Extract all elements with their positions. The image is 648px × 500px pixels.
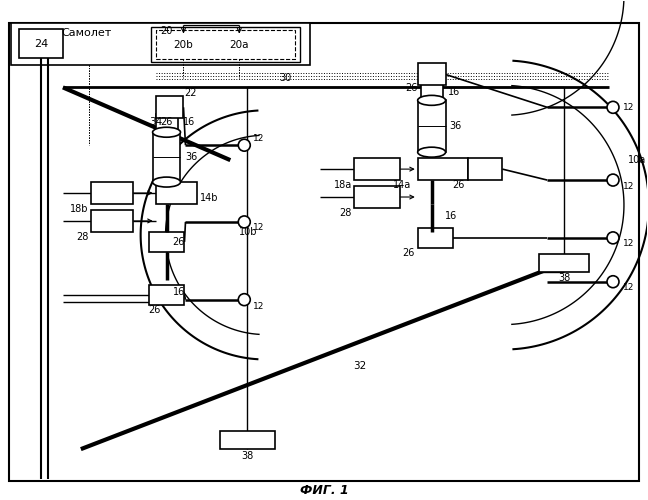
Circle shape	[607, 232, 619, 244]
Text: 12: 12	[623, 240, 634, 248]
Circle shape	[607, 276, 619, 287]
Bar	[91, 210, 133, 232]
Text: 12: 12	[253, 134, 264, 142]
Text: 36: 36	[450, 122, 462, 132]
Bar	[354, 158, 400, 180]
Bar	[150, 26, 300, 63]
Text: 32: 32	[353, 362, 367, 372]
Circle shape	[238, 294, 250, 306]
Text: 16: 16	[183, 118, 195, 128]
Circle shape	[238, 216, 250, 228]
Bar	[354, 186, 400, 208]
Ellipse shape	[152, 128, 181, 137]
Text: 34: 34	[149, 118, 162, 128]
Text: 38: 38	[558, 272, 570, 282]
Bar	[11, 22, 310, 66]
Bar	[148, 284, 185, 304]
Text: 26: 26	[452, 180, 465, 190]
Text: 16: 16	[172, 286, 185, 296]
Ellipse shape	[418, 96, 446, 106]
Text: 24: 24	[34, 38, 48, 48]
Text: 12: 12	[623, 182, 634, 190]
Text: 20а: 20а	[229, 40, 249, 50]
Text: 26: 26	[161, 118, 173, 128]
Text: 18b: 18b	[71, 204, 89, 214]
Text: ФИГ. 1: ФИГ. 1	[299, 484, 349, 498]
Text: 12: 12	[623, 103, 634, 112]
Bar	[418, 100, 446, 152]
Bar	[156, 96, 183, 118]
Text: 20b: 20b	[174, 40, 193, 50]
Bar	[156, 30, 295, 60]
Text: Самолет: Самолет	[61, 28, 111, 38]
Bar	[467, 158, 502, 180]
Text: 30: 30	[279, 74, 291, 84]
Circle shape	[607, 174, 619, 186]
Text: 38: 38	[241, 451, 253, 461]
Text: 12: 12	[253, 302, 264, 311]
Circle shape	[238, 139, 250, 151]
Text: 26: 26	[402, 248, 415, 258]
Text: 14b: 14b	[200, 193, 219, 203]
Bar	[156, 114, 178, 130]
Text: 22: 22	[184, 88, 197, 99]
Text: 18а: 18а	[334, 180, 352, 190]
Bar	[218, 34, 260, 56]
Text: 36: 36	[185, 152, 198, 162]
Bar	[539, 254, 589, 272]
Text: 14а: 14а	[393, 180, 411, 190]
Text: 28: 28	[76, 232, 89, 242]
Bar	[220, 431, 275, 449]
Text: 12: 12	[253, 224, 264, 232]
Text: 26: 26	[172, 237, 185, 247]
Text: 26: 26	[148, 304, 161, 314]
Bar	[152, 132, 181, 182]
Text: 10b: 10b	[239, 227, 257, 237]
Circle shape	[607, 102, 619, 114]
Bar	[19, 28, 63, 58]
Ellipse shape	[418, 147, 446, 157]
Bar	[148, 232, 185, 252]
Bar	[91, 182, 133, 204]
Text: 16: 16	[448, 88, 460, 98]
Bar	[421, 84, 443, 100]
Text: 20: 20	[161, 26, 173, 36]
Bar	[418, 64, 446, 86]
Text: 28: 28	[340, 208, 352, 218]
Text: 10a: 10a	[628, 155, 646, 165]
Bar	[156, 182, 198, 204]
Text: 12: 12	[623, 283, 634, 292]
Bar	[418, 228, 452, 248]
Text: 16: 16	[445, 211, 457, 221]
Bar	[418, 158, 467, 180]
Bar	[163, 34, 204, 56]
Text: 26: 26	[405, 84, 418, 94]
Ellipse shape	[152, 177, 181, 187]
